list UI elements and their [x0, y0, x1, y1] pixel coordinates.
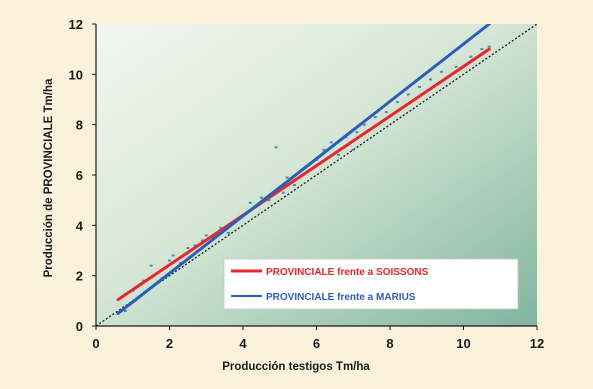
data-point: [355, 131, 359, 134]
x-tick-label: 12: [530, 336, 544, 351]
legend-label-marius: PROVINCIALE frente a MARIUS: [266, 292, 416, 303]
data-point: [186, 246, 190, 249]
data-point: [329, 141, 333, 144]
x-tick-label: 10: [456, 336, 470, 351]
line-marius: [116, 24, 491, 315]
data-point: [373, 116, 377, 119]
data-point: [171, 254, 175, 257]
data-point: [454, 65, 458, 68]
data-point: [267, 199, 271, 202]
y-tick-label: 10: [69, 67, 83, 82]
data-point: [168, 259, 171, 262]
y-tick-label: 12: [69, 17, 83, 32]
data-point: [201, 239, 205, 242]
data-point: [351, 148, 355, 151]
legend: PROVINCIALE frente a SOISSONS PROVINCIAL…: [223, 258, 519, 310]
data-point: [226, 231, 230, 234]
data-point: [362, 123, 366, 126]
data-point: [219, 226, 223, 229]
data-point: [395, 101, 399, 104]
y-axis-title: Producción de PROVINCIALE Tm/ha: [43, 78, 55, 277]
data-point: [417, 85, 421, 88]
data-point: [123, 309, 127, 312]
legend-box: [223, 258, 519, 310]
y-tick-label: 8: [76, 118, 83, 133]
x-tick-label: 6: [313, 336, 320, 351]
data-point: [487, 45, 491, 48]
data-point: [193, 244, 197, 247]
data-point: [469, 55, 473, 58]
data-point: [274, 146, 278, 149]
data-point: [248, 201, 252, 204]
y-tick-label: 6: [76, 168, 83, 183]
data-point: [281, 191, 285, 194]
data-point: [384, 111, 388, 114]
data-point: [322, 148, 326, 151]
reference-line-1to1: [96, 24, 537, 326]
x-tick-label: 8: [386, 336, 393, 351]
data-point: [259, 196, 263, 199]
data-point: [439, 70, 443, 73]
line-soissons: [116, 47, 491, 302]
data-point: [204, 234, 208, 237]
legend-label-soissons: PROVINCIALE frente a SOISSONS: [266, 267, 429, 278]
data-point: [337, 153, 341, 156]
y-tick-label: 0: [76, 319, 83, 334]
x-tick-label: 2: [166, 336, 173, 351]
data-point: [428, 78, 432, 81]
data-point: [285, 176, 289, 179]
data-point: [480, 48, 484, 51]
data-point: [406, 93, 410, 96]
x-tick-label: 4: [239, 336, 247, 351]
data-point: [149, 264, 153, 267]
x-axis-title: Producción testigos Tm/ha: [222, 361, 370, 373]
y-tick-label: 2: [76, 269, 83, 284]
y-tick-label: 4: [76, 218, 84, 233]
x-tick-label: 0: [92, 336, 99, 351]
data-point: [292, 184, 296, 187]
